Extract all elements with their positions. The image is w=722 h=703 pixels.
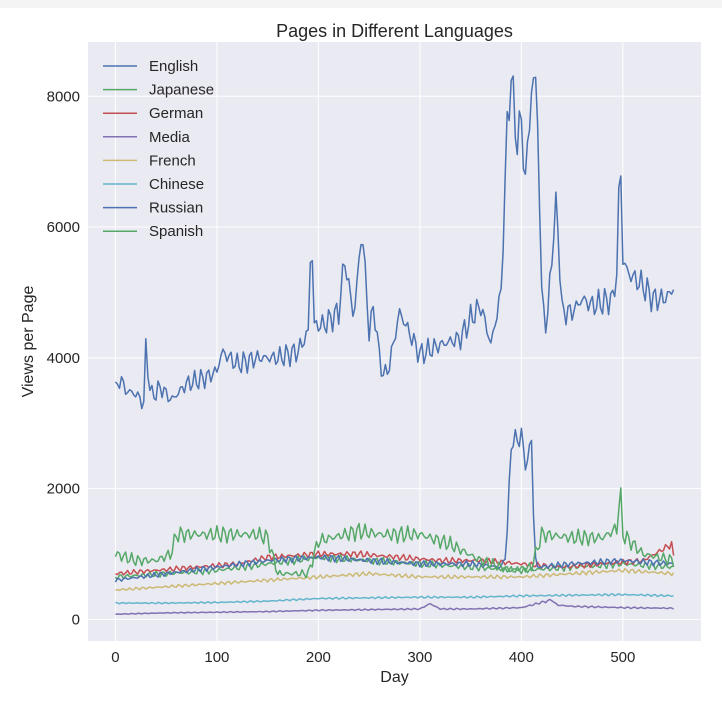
series-line-french <box>115 567 675 592</box>
x-tick-label: 300 <box>407 649 432 666</box>
series-layer <box>114 75 675 615</box>
legend-label: Spanish <box>149 223 203 240</box>
legend: English Japanese German Media French Chinese R… <box>103 58 214 240</box>
y-axis-label: Views per Page <box>20 286 37 398</box>
x-tick-label: 200 <box>306 649 331 666</box>
legend-label: French <box>149 152 196 169</box>
legend-label: Media <box>149 129 191 146</box>
y-tick-label: 4000 <box>47 350 80 367</box>
legend-label: Russian <box>149 200 203 217</box>
series-line-russian <box>114 427 674 583</box>
x-tick-label: 500 <box>610 649 635 666</box>
y-tick-label: 8000 <box>47 88 80 105</box>
series-line-media <box>115 598 674 615</box>
x-axis-label: Day <box>380 669 408 686</box>
legend-label: Japanese <box>149 82 214 99</box>
series-line-english <box>114 75 675 410</box>
legend-label: German <box>149 105 203 122</box>
legend-label: Chinese <box>149 176 204 193</box>
tick-labels: 0 100 200 300 400 500 0 2000 4000 6000 8000 <box>47 88 636 666</box>
y-tick-label: 0 <box>72 611 80 628</box>
series-line-spanish <box>114 553 674 581</box>
window-top-strip <box>0 0 722 8</box>
x-tick-label: 400 <box>509 649 534 666</box>
grid-lines <box>88 42 701 641</box>
legend-label: English <box>149 58 198 75</box>
x-tick-label: 0 <box>111 649 119 666</box>
chart-title: Pages in Different Languages <box>276 21 513 41</box>
series-line-chinese <box>115 592 674 605</box>
x-tick-label: 100 <box>204 649 229 666</box>
y-tick-label: 2000 <box>47 481 80 498</box>
y-tick-label: 6000 <box>47 219 80 236</box>
series-line-japanese <box>114 487 675 579</box>
